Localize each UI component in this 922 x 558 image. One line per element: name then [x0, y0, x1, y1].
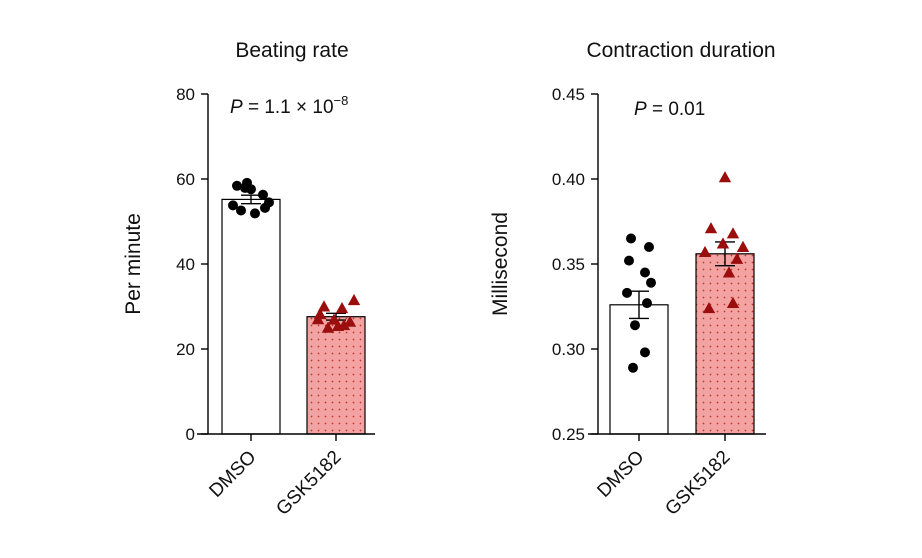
- panel-1-point-dmso: [236, 205, 246, 216]
- panel-1-p-text: = 1.1 × 10: [243, 97, 334, 118]
- panel-2-point-gsk5182: [698, 245, 712, 258]
- panel-2-point-gsk5182: [718, 171, 732, 183]
- panel-1-point-dmso: [228, 200, 238, 211]
- panel-2-point-gsk5182: [730, 252, 744, 264]
- panel-2-point-gsk5182: [704, 222, 718, 234]
- panel-2-point-gsk5182: [736, 240, 750, 252]
- panel-2-point-gsk5182: [716, 237, 730, 249]
- panel-1-point-dmso: [250, 208, 260, 219]
- panel-contraction-duration: Contraction duration Millisecond P = 0.0…: [489, 39, 776, 520]
- panel-2-p-value: P = 0.01: [634, 99, 705, 120]
- panel-1-category-label-dmso: DMSO: [205, 447, 260, 502]
- panel-2-bar-dmso: [609, 304, 669, 435]
- panel-1-p-symbol: P: [230, 97, 243, 118]
- panel-2-point-dmso: [642, 298, 652, 309]
- panel-1-p-value: P = 1.1 × 10−8: [230, 93, 348, 118]
- panel-1-category-label-gsk5182: GSK5182: [272, 447, 345, 520]
- panel-2-point-dmso: [624, 255, 634, 266]
- panel-2-point-dmso: [640, 347, 650, 358]
- panel-1-y-tick-label: 0: [186, 425, 195, 444]
- panel-1-point-gsk5182: [331, 319, 345, 332]
- panel-2-p-text: = 0.01: [647, 99, 706, 120]
- panel-2-point-dmso: [626, 233, 636, 244]
- panel-1-point-gsk5182: [321, 321, 335, 333]
- panel-2-point-dmso: [646, 277, 656, 288]
- panel-1-point-gsk5182: [311, 313, 325, 325]
- panel-1-y-tick-label: 20: [176, 340, 195, 359]
- panel-2-category-label-gsk5182: GSK5182: [661, 447, 734, 520]
- panel-2-point-dmso: [628, 362, 638, 373]
- panel-2-point-gsk5182: [726, 227, 740, 239]
- panel-2-y-tick-label: 0.40: [552, 170, 585, 189]
- panel-1-bar-dmso: [221, 198, 281, 435]
- panel-1-p-exponent: −8: [334, 93, 349, 108]
- panel-beating-rate: Beating rate Per minute P = 1.1 × 10−8 0…: [122, 39, 375, 520]
- panel-2-point-dmso: [630, 320, 640, 331]
- panel-2-point-dmso: [622, 287, 632, 298]
- panel-1-y-tick-label: 40: [176, 255, 195, 274]
- panel-2-y-tick-label: 0.30: [552, 340, 585, 359]
- panel-2-y-axis-label: Millisecond: [489, 212, 512, 316]
- panel-1-title: Beating rate: [235, 39, 348, 62]
- panel-1-point-dmso: [232, 180, 242, 191]
- panel-2-title: Contraction duration: [586, 39, 775, 62]
- panel-1-point-dmso: [260, 202, 270, 213]
- panel-2-y-tick-label: 0.35: [552, 255, 585, 274]
- panel-1-point-gsk5182: [347, 293, 361, 306]
- panel-2-point-gsk5182: [726, 296, 740, 309]
- panel-1-bar-gsk5182: [306, 316, 366, 435]
- panel-2-point-dmso: [644, 242, 654, 252]
- panel-2-bar-gsk5182: [695, 253, 755, 435]
- panel-1-y-tick-label: 80: [176, 85, 195, 104]
- panel-2-p-symbol: P: [634, 99, 647, 120]
- panel-1-y-tick-label: 60: [176, 170, 195, 189]
- panel-2-category-label-dmso: DMSO: [593, 447, 648, 502]
- panel-2-y-tick-label: 0.25: [552, 425, 585, 444]
- panel-1-y-axis-label: Per minute: [122, 213, 145, 315]
- panel-1-point-dmso: [258, 189, 268, 200]
- panel-2-point-dmso: [640, 267, 650, 278]
- panel-1-point-gsk5182: [343, 315, 357, 327]
- panel-2-y-tick-label: 0.45: [552, 85, 585, 104]
- panel-1-point-gsk5182: [335, 302, 349, 314]
- panel-1-point-gsk5182: [317, 300, 331, 312]
- panel-1-point-dmso: [240, 182, 250, 193]
- panel-2-point-gsk5182: [722, 266, 736, 278]
- panel-2-point-gsk5182: [702, 302, 716, 314]
